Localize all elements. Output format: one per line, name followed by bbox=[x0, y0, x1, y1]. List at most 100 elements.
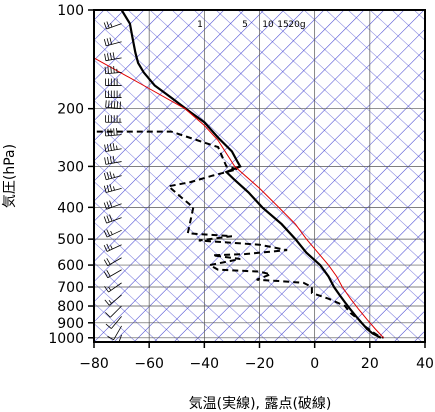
moist-adiabat-line bbox=[149, 10, 425, 265]
moist-adiabat-line bbox=[303, 10, 425, 122]
wind-barb-feather bbox=[109, 200, 113, 208]
wind-barb-feather bbox=[109, 156, 112, 164]
moist-adiabat-line bbox=[237, 10, 425, 183]
wind-barb bbox=[103, 243, 122, 252]
mixing-ratio-labels: 1 5 10 15 20g bbox=[197, 20, 305, 30]
y-tick-label: 600 bbox=[57, 258, 84, 274]
wind-barb-feather bbox=[108, 100, 110, 108]
wind-barb bbox=[103, 214, 122, 224]
wind-barb-feather bbox=[106, 38, 110, 46]
adiabat-line bbox=[94, 10, 165, 81]
x-tick-label: 40 bbox=[416, 356, 434, 372]
wind-barb-shaft bbox=[110, 316, 122, 329]
moist-adiabat-line bbox=[171, 10, 425, 244]
mixing-ratio-label: 15 bbox=[277, 20, 288, 30]
y-tick-label: 100 bbox=[57, 3, 84, 19]
wind-barb-half-feather bbox=[116, 145, 118, 150]
wind-barb-feather bbox=[104, 53, 107, 61]
wind-barb bbox=[105, 115, 122, 123]
wind-barb-feather bbox=[103, 22, 107, 30]
wind-barb-shaft bbox=[106, 203, 122, 210]
wind-barb-feather bbox=[119, 101, 121, 109]
wind-barb-feather bbox=[103, 216, 107, 224]
wind-barb-feather bbox=[107, 53, 110, 61]
wind-barb-feather bbox=[109, 52, 112, 60]
wind-barb-feather bbox=[104, 66, 107, 74]
wind-barb bbox=[112, 334, 122, 350]
parcel-line bbox=[94, 57, 384, 339]
x-tick-label: 0 bbox=[310, 356, 319, 372]
moist-adiabat-line bbox=[94, 39, 423, 342]
moist-adiabat-line bbox=[259, 10, 425, 163]
wind-barb-feather bbox=[109, 37, 113, 45]
wind-barb-shaft bbox=[106, 41, 122, 47]
wind-barb bbox=[105, 100, 122, 110]
wind-barb-shaft bbox=[107, 269, 122, 279]
wind-barb-feather bbox=[106, 229, 111, 237]
wind-barb bbox=[104, 294, 122, 306]
wind-barb bbox=[104, 128, 122, 137]
moist-adiabat-line bbox=[94, 241, 203, 342]
wind-barb bbox=[103, 37, 122, 47]
wind-barb-feather bbox=[103, 244, 108, 252]
mixing-ratio-label: 20g bbox=[288, 20, 305, 30]
wind-barb-feather bbox=[103, 230, 108, 238]
adiabat-line bbox=[94, 10, 205, 122]
adiabat-line bbox=[94, 10, 265, 182]
y-tick-label: 300 bbox=[57, 159, 84, 175]
wind-barb-feather bbox=[113, 128, 115, 136]
y-tick-label: 400 bbox=[57, 200, 84, 216]
adiabat-line bbox=[94, 10, 225, 142]
wind-barb-feather bbox=[103, 185, 107, 193]
x-tick-label: −40 bbox=[190, 356, 220, 372]
mixing-ratio-label: 5 bbox=[242, 20, 248, 30]
y-tick-label: 800 bbox=[57, 299, 84, 315]
wind-barb-feather bbox=[106, 184, 110, 192]
wind-barb-feather bbox=[109, 171, 113, 179]
x-tick-label: 20 bbox=[361, 356, 379, 372]
wind-barb-shaft bbox=[106, 229, 122, 238]
adiabat-line bbox=[94, 10, 285, 202]
wind-barb-half-feather bbox=[112, 349, 116, 350]
adiabat-line bbox=[94, 10, 305, 222]
y-tick-label: 900 bbox=[57, 316, 84, 332]
wind-barb-half-feather bbox=[108, 300, 112, 304]
wind-barb-feather bbox=[107, 156, 110, 164]
wind-barb-half-feather bbox=[110, 230, 113, 235]
wind-barb bbox=[105, 305, 122, 318]
wind-barb bbox=[103, 200, 122, 210]
wind-barb-feather bbox=[107, 128, 109, 136]
wind-barb bbox=[104, 282, 122, 293]
adiabat-line bbox=[94, 10, 185, 101]
y-tick-label: 200 bbox=[57, 102, 84, 118]
wind-barb-feather bbox=[109, 184, 113, 192]
x-tick-label: −80 bbox=[79, 356, 109, 372]
wind-barb-feather bbox=[107, 144, 110, 152]
wind-barb-feather bbox=[104, 129, 107, 137]
wind-barb-feather bbox=[106, 258, 111, 265]
moist-adiabat-line bbox=[94, 181, 269, 342]
moist-adiabat-line bbox=[193, 10, 425, 224]
wind-barb-feather bbox=[105, 100, 107, 108]
y-tick-label: 1000 bbox=[48, 331, 84, 347]
wind-barb-feather bbox=[106, 201, 110, 209]
wind-barb bbox=[105, 316, 122, 329]
wind-barb-feather bbox=[103, 271, 109, 278]
wind-barb-feather bbox=[105, 323, 112, 329]
mixing-ratio-label: 1 bbox=[197, 20, 203, 30]
wind-barb-feather bbox=[113, 101, 116, 109]
wind-barb-shaft bbox=[105, 148, 122, 152]
profile-series bbox=[94, 10, 384, 339]
adiabat-line bbox=[94, 10, 425, 342]
wind-barb-feather bbox=[107, 335, 114, 341]
wind-barb-feather bbox=[112, 52, 115, 60]
wind-barb bbox=[103, 229, 122, 238]
wind-barb-feather bbox=[110, 100, 113, 108]
wind-barb-feather bbox=[104, 157, 107, 165]
wind-barb-half-feather bbox=[108, 286, 112, 291]
wind-barb bbox=[104, 66, 122, 75]
wind-barb-feather bbox=[109, 143, 112, 151]
y-axis-title: 気圧(hPa) bbox=[2, 144, 18, 208]
adiabat-line bbox=[94, 10, 365, 283]
moist-adiabat-line bbox=[347, 10, 425, 82]
